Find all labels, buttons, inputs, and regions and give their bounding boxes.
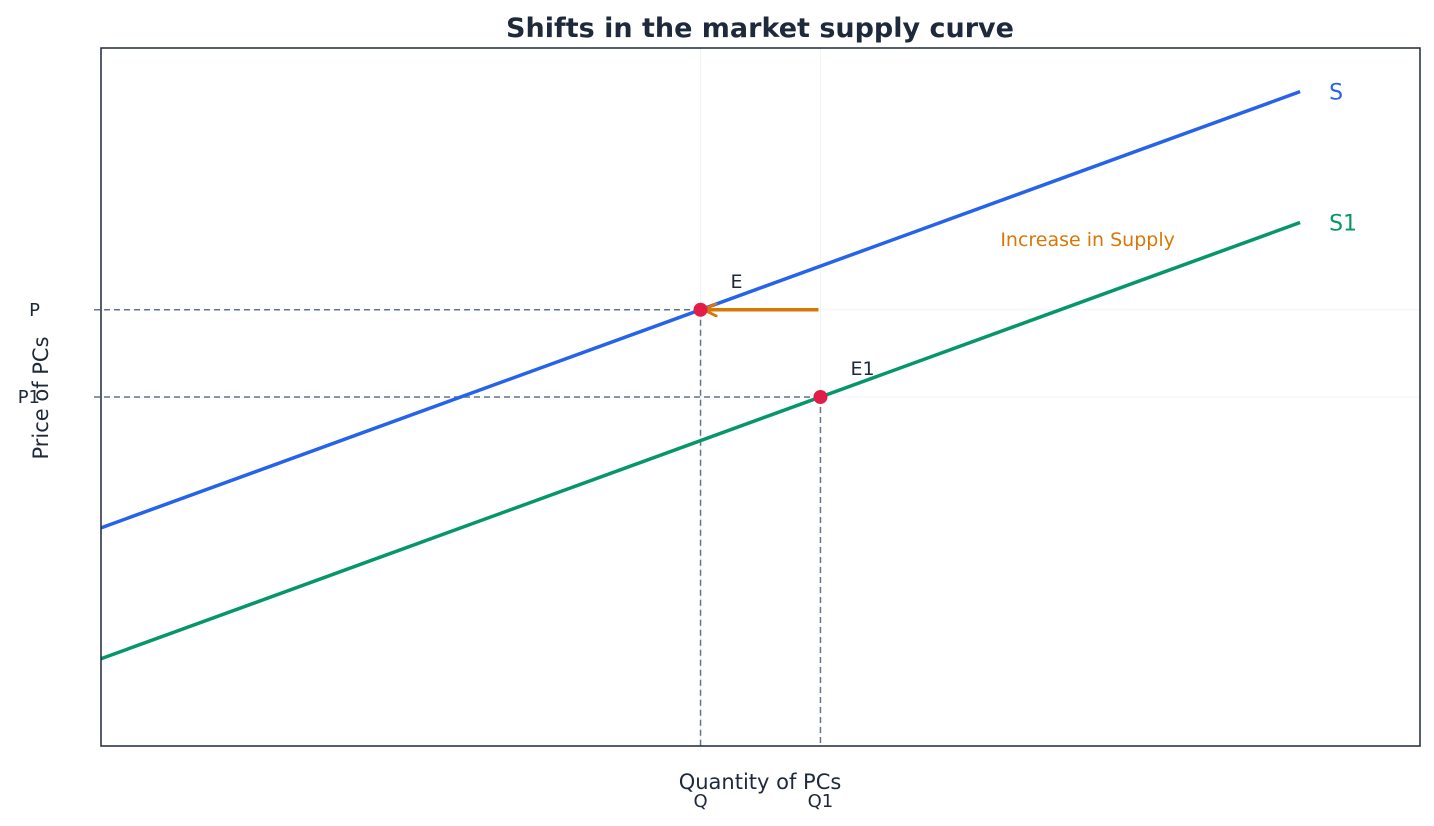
curve-label-S: S: [1329, 81, 1343, 106]
y-axis-title: Price of PCs: [29, 336, 53, 459]
point-label-E: E: [731, 271, 743, 293]
x-tick-label-Q1: Q1: [808, 791, 834, 812]
annotation-text: Increase in Supply: [1000, 229, 1175, 251]
plot-frame: [100, 47, 1421, 747]
point-label-E1: E1: [850, 358, 874, 380]
y-tick-label-P1: P1: [18, 387, 40, 408]
y-tick-label-P: P: [29, 300, 40, 321]
curve-label-S1: S1: [1329, 212, 1357, 237]
x-tick-label-Q: Q: [693, 791, 707, 812]
chart-title: Shifts in the market supply curve: [506, 13, 1014, 44]
equilibrium-point-E: [693, 302, 708, 317]
equilibrium-point-E1: [813, 390, 828, 404]
plot-area: S S1 Increase in Supply E E1 Q Q1 P P1: [18, 47, 1421, 812]
x-axis-title: Quantity of PCs: [679, 770, 842, 794]
supply-curve-S1: [100, 220, 1301, 661]
